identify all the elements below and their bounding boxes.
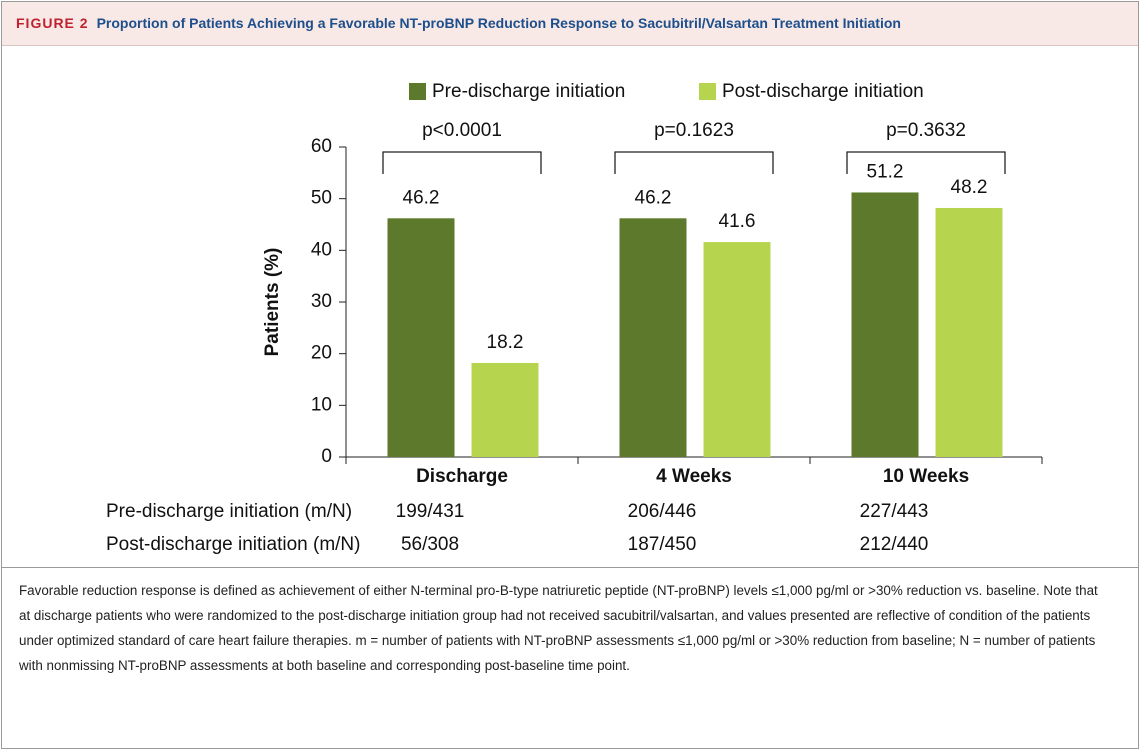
bar bbox=[619, 218, 687, 457]
significance-bracket bbox=[614, 151, 774, 174]
value-label: 46.2 bbox=[403, 187, 440, 208]
y-tick-label: 40 bbox=[311, 239, 332, 260]
legend-swatch bbox=[699, 83, 716, 100]
bar bbox=[387, 218, 455, 457]
y-tick-label: 0 bbox=[321, 446, 332, 467]
bar bbox=[703, 242, 771, 457]
bar bbox=[471, 362, 539, 457]
value-label: 48.2 bbox=[951, 177, 988, 198]
table-cell: 56/308 bbox=[401, 534, 459, 555]
figure-header: FIGURE 2 Proportion of Patients Achieving… bbox=[2, 2, 1138, 46]
figure-title: Proportion of Patients Achieving a Favor… bbox=[96, 15, 901, 31]
table-cell: 187/450 bbox=[628, 534, 697, 555]
p-value: p<0.0001 bbox=[422, 120, 502, 141]
p-value: p=0.3632 bbox=[886, 120, 966, 141]
value-label: 46.2 bbox=[635, 187, 672, 208]
table-row-label: Pre-discharge initiation (m/N) bbox=[106, 501, 352, 522]
y-tick-label: 20 bbox=[311, 343, 332, 364]
bar bbox=[935, 207, 1003, 457]
table-cell: 227/443 bbox=[860, 501, 929, 522]
value-label: 18.2 bbox=[487, 332, 524, 353]
legend-swatch bbox=[409, 83, 426, 100]
chart: 0 10 20 30 40 50 60 Patients (%) Pre-discharge i… bbox=[106, 81, 1043, 555]
value-label: 51.2 bbox=[867, 161, 904, 182]
significance-bracket bbox=[382, 151, 542, 174]
table-cell: 199/431 bbox=[396, 501, 465, 522]
x-tick-label: Discharge bbox=[416, 466, 508, 487]
significance-bracket bbox=[846, 151, 1006, 174]
separator bbox=[2, 567, 1138, 568]
legend-label: Post-discharge initiation bbox=[722, 81, 924, 102]
figure-label: FIGURE 2 bbox=[16, 15, 89, 31]
y-tick-label: 50 bbox=[311, 188, 332, 209]
value-label: 41.6 bbox=[719, 211, 756, 232]
table-cell: 206/446 bbox=[628, 501, 697, 522]
caption: Favorable reduction response is defined … bbox=[19, 583, 1098, 673]
x-tick-label: 10 Weeks bbox=[883, 466, 969, 487]
y-tick-label: 10 bbox=[311, 394, 332, 415]
table-row-label: Post-discharge initiation (m/N) bbox=[106, 534, 360, 555]
p-value: p=0.1623 bbox=[654, 120, 734, 141]
y-tick-label: 60 bbox=[311, 136, 332, 157]
legend-label: Pre-discharge initiation bbox=[432, 81, 625, 102]
y-tick-label: 30 bbox=[311, 291, 332, 312]
bar bbox=[851, 192, 919, 457]
table-cell: 212/440 bbox=[860, 534, 929, 555]
x-tick-label: 4 Weeks bbox=[656, 466, 732, 487]
y-axis-label: Patients (%) bbox=[262, 248, 283, 357]
